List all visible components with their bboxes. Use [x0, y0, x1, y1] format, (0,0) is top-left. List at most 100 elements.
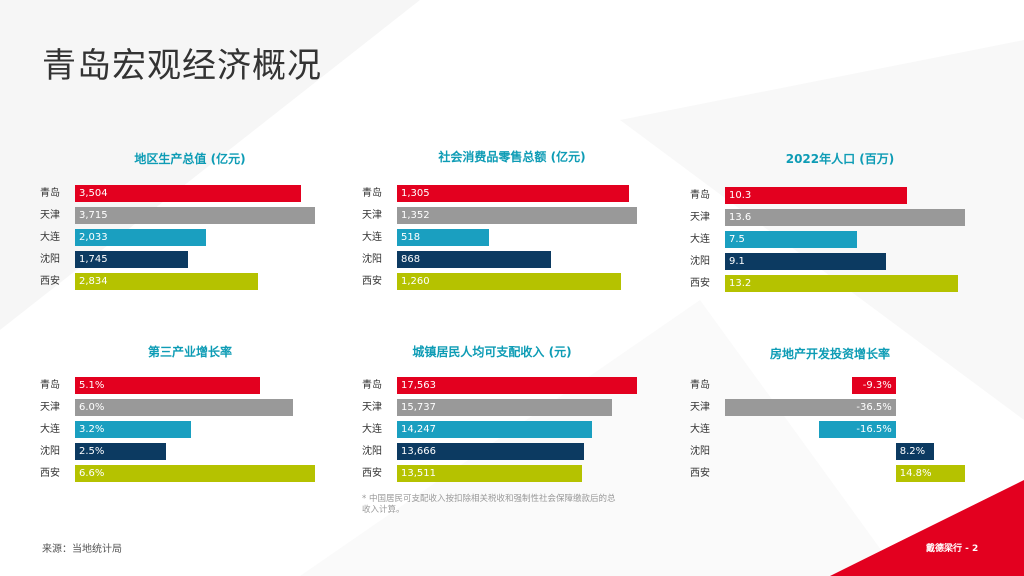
data-label: 9.1: [729, 256, 745, 267]
category-label: 天津: [690, 212, 710, 223]
source-note: 来源：当地统计局: [42, 544, 122, 555]
bar: [725, 275, 958, 292]
bar-row: 大连 3.2%: [40, 421, 340, 438]
chart-title: 地区生产总值 (亿元): [134, 152, 246, 166]
bar-row: 西安 1,260: [362, 273, 662, 290]
chart-title: 社会消费品零售总额 (亿元): [438, 150, 586, 164]
page-title: 青岛宏观经济概况: [42, 46, 322, 86]
bar: [818, 421, 896, 438]
bar: [75, 443, 166, 460]
category-label: 大连: [690, 424, 710, 435]
bar-row: 沈阳 868: [362, 251, 662, 268]
corner-accent: [830, 480, 1024, 576]
bar: [397, 229, 489, 246]
data-label: 13,511: [401, 468, 436, 479]
bar-row: 大连 518: [362, 229, 662, 246]
category-label: 沈阳: [690, 446, 710, 457]
bar: [397, 207, 637, 224]
bar: [75, 421, 192, 438]
bar: [725, 187, 907, 204]
data-label: -9.3%: [862, 380, 892, 391]
bar-row: 沈阳 2.5%: [40, 443, 340, 460]
bar-row: 天津 3,715: [40, 207, 340, 224]
data-label: -36.5%: [856, 402, 892, 413]
bar: [75, 465, 315, 482]
chart-gdp: 地区生产总值 (亿元) 青岛 3,504 天津 3,715 大连 2,033 沈阳 1,745 西…: [40, 150, 340, 300]
bar-row: 沈阳 1,745: [40, 251, 340, 268]
bar-row: 青岛 -9.3%: [690, 377, 990, 394]
data-label: 14.8%: [899, 468, 932, 479]
bar-row: 西安 6.6%: [40, 465, 340, 482]
category-label: 天津: [690, 402, 710, 413]
data-label: 1,260: [401, 276, 430, 287]
category-label: 天津: [40, 210, 60, 221]
data-label: 1,745: [79, 254, 108, 265]
bar-row: 天津 -36.5%: [690, 399, 990, 416]
data-label: 2.5%: [79, 446, 105, 457]
category-label: 天津: [40, 402, 60, 413]
bar-row: 天津 6.0%: [40, 399, 340, 416]
category-label: 大连: [362, 232, 382, 243]
bar-row: 天津 1,352: [362, 207, 662, 224]
bar-row: 西安 2,834: [40, 273, 340, 290]
bar-row: 西安 14.8%: [690, 465, 990, 482]
data-label: 868: [401, 254, 421, 265]
bar-row: 大连 14,247: [362, 421, 662, 438]
chart-population: 2022年人口 (百万) 青岛 10.3 天津 13.6 大连 7.5 沈阳 9.1 西安 13.2: [690, 150, 990, 300]
bar-row: 青岛 5.1%: [40, 377, 340, 394]
bar: [397, 377, 637, 394]
data-label: 8.2%: [899, 446, 926, 457]
category-label: 大连: [690, 234, 710, 245]
bar-row: 大连 -16.5%: [690, 421, 990, 438]
bar-row: 沈阳 8.2%: [690, 443, 990, 460]
chart-tertiary-growth: 第三产业增长率青岛 5.1% 天津 6.0% 大连 3.2% 沈阳 2.5% 西安 6.6%: [40, 343, 340, 493]
bar: [725, 253, 886, 270]
category-label: 青岛: [40, 188, 60, 199]
bar: [397, 421, 592, 438]
data-label: 6.6%: [79, 468, 105, 479]
bar: [75, 273, 259, 290]
data-label: 13.2: [729, 278, 752, 289]
chart-title: 2022年人口 (百万): [785, 152, 895, 166]
data-label: 2,834: [79, 276, 108, 287]
data-label: 6.0%: [79, 402, 105, 413]
bar: [725, 399, 896, 416]
bar-row: 西安 13.2: [690, 275, 990, 292]
chart-real-estate-investment: 房地产开发投资增长率青岛 -9.3% 天津 -36.5% 大连 -16.5% 沈阳 8.2% 西…: [690, 345, 990, 495]
bar: [75, 185, 302, 202]
data-label: -16.5%: [856, 424, 892, 435]
category-label: 青岛: [362, 188, 382, 199]
category-label: 西安: [690, 468, 710, 479]
bar: [75, 377, 261, 394]
category-label: 青岛: [690, 380, 710, 391]
category-label: 西安: [40, 468, 60, 479]
bar: [725, 231, 858, 248]
data-label: 14,247: [401, 424, 436, 435]
data-label: 10.3: [729, 190, 752, 201]
bar: [75, 399, 294, 416]
chart-title: 第三产业增长率: [147, 345, 232, 359]
bar: [852, 377, 896, 394]
bar-row: 青岛 3,504: [40, 185, 340, 202]
data-label: 2,033: [79, 232, 108, 243]
chart-title: 房地产开发投资增长率: [769, 347, 890, 361]
category-label: 沈阳: [690, 256, 710, 267]
category-label: 西安: [362, 276, 382, 287]
bar-row: 西安 13,511: [362, 465, 662, 482]
category-label: 沈阳: [40, 446, 60, 457]
data-label: 3.2%: [79, 424, 105, 435]
chart-title: 城镇居民人均可支配收入 (元): [412, 345, 572, 359]
bar: [397, 465, 582, 482]
bar-row: 青岛 1,305: [362, 185, 662, 202]
footnote-text: 中国居民可支配收入按扣除相关税收和强制性社会保障缴款后的总收入计算。: [362, 494, 616, 515]
data-label: 17,563: [401, 380, 436, 391]
data-label: 1,305: [401, 188, 430, 199]
bar: [397, 251, 552, 268]
bar: [895, 443, 935, 460]
data-label: 7.5: [729, 234, 745, 245]
bar: [75, 251, 188, 268]
category-label: 沈阳: [40, 254, 60, 265]
bar-row: 大连 7.5: [690, 231, 990, 248]
category-label: 天津: [362, 210, 382, 221]
category-label: 青岛: [40, 380, 60, 391]
